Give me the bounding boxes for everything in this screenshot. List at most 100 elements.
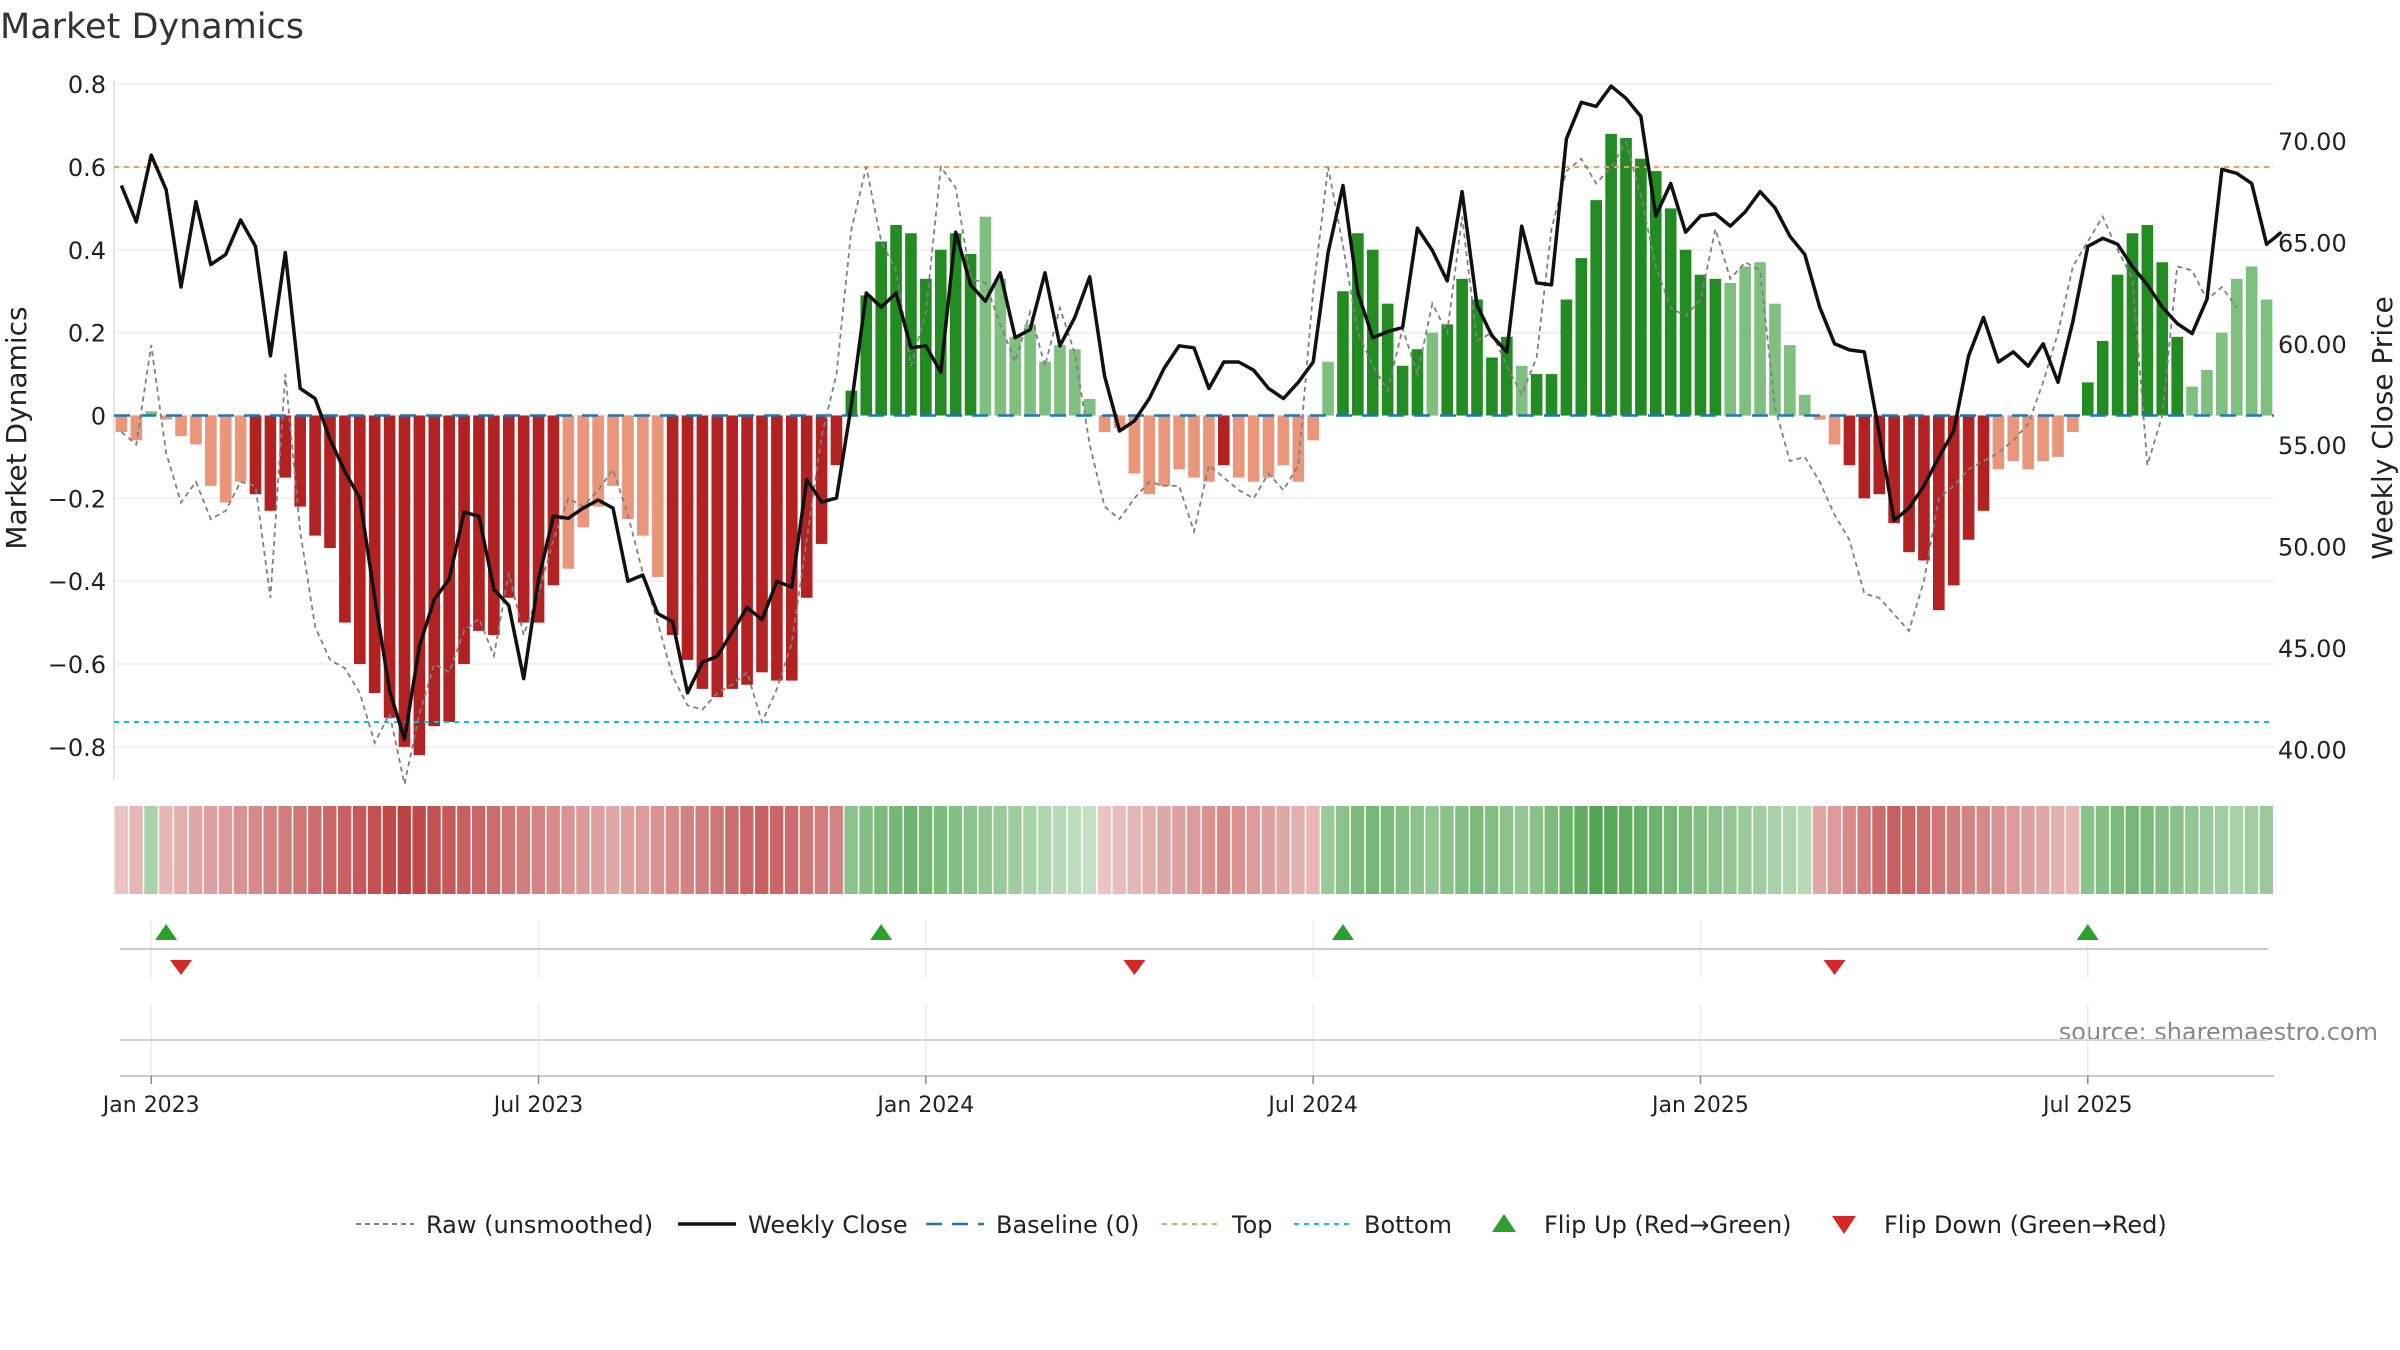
- strength-cell: [680, 806, 694, 894]
- dynamics-bars: [115, 133, 2273, 756]
- strength-cell: [889, 806, 903, 894]
- strength-cell: [1842, 806, 1856, 894]
- reference-lines: [114, 165, 2274, 724]
- dynamics-bar: [1426, 332, 1439, 416]
- x-tick-label: Jan 2023: [101, 1093, 200, 1118]
- dynamics-bar: [1337, 291, 1349, 416]
- dynamics-bar: [1798, 394, 1811, 416]
- dynamics-bar: [592, 415, 604, 507]
- dynamics-bar: [1888, 415, 1900, 524]
- y-tick-label: −0.4: [48, 568, 106, 596]
- strength-cell: [2214, 806, 2229, 894]
- strength-cell: [993, 806, 1007, 894]
- strength-cell: [1708, 806, 1722, 894]
- strength-cell: [1633, 806, 1648, 894]
- dynamics-bar: [1649, 171, 1662, 416]
- dynamics-bar: [1113, 415, 1126, 428]
- close-line-layer: [119, 84, 2283, 742]
- dynamics-bar: [1396, 365, 1409, 416]
- strength-cell: [561, 806, 575, 894]
- dynamics-bar: [2081, 382, 2094, 416]
- y2-tick-label: 45.00: [2278, 635, 2347, 663]
- dynamics-bar: [1173, 415, 1185, 470]
- strength-cell: [1455, 806, 1469, 894]
- legend: Raw (unsmoothed) Weekly Close Baseline (0)…: [356, 1211, 2167, 1239]
- strength-cell: [1723, 806, 1737, 894]
- strength-cell: [144, 806, 158, 894]
- x-tick-label: Jul 2024: [1266, 1093, 1358, 1118]
- strength-cell: [531, 806, 545, 894]
- legend-label: Flip Down (Green→Red): [1884, 1211, 2167, 1239]
- strength-cell: [665, 806, 680, 894]
- dynamics-bar: [1635, 158, 1647, 416]
- strength-cell: [1380, 806, 1395, 894]
- strength-cell: [963, 806, 977, 894]
- dynamics-bar: [1039, 361, 1051, 416]
- flip-up-marker: [155, 924, 178, 940]
- dynamics-bar: [1203, 415, 1215, 482]
- strength-cell: [1782, 806, 1797, 894]
- legend-label: Baseline (0): [996, 1211, 1139, 1239]
- strength-cell: [1157, 806, 1171, 894]
- dynamics-bar: [1441, 324, 1454, 416]
- dynamics-bar: [651, 415, 664, 578]
- strength-cell: [978, 806, 992, 894]
- strength-cell: [814, 806, 829, 894]
- dynamics-bar: [1858, 415, 1871, 499]
- strength-cell: [2170, 806, 2184, 894]
- dynamics-bar: [1873, 415, 1886, 495]
- dynamics-bar: [1694, 274, 1707, 416]
- dynamics-bar: [2126, 233, 2139, 416]
- strength-cell: [1216, 806, 1231, 894]
- y2-axis-ticks: 70.00 65.00 60.00 55.00 50.00 45.00 40.00: [2278, 128, 2347, 765]
- dynamics-bar: [622, 415, 634, 520]
- strength-cell: [1484, 806, 1499, 894]
- dynamics-bar: [1947, 415, 1960, 586]
- dynamics-bar: [1530, 374, 1543, 416]
- dynamics-bar: [353, 415, 366, 665]
- strength-cell: [1902, 806, 1916, 894]
- dynamics-bar: [1292, 415, 1305, 482]
- dynamics-bar: [517, 415, 530, 623]
- dynamics-bar: [2111, 274, 2124, 416]
- dynamics-bar: [1933, 415, 1945, 611]
- dynamics-bar: [547, 415, 560, 586]
- strength-cell: [2036, 806, 2050, 894]
- dynamics-bar: [785, 415, 798, 681]
- dynamics-bar: [1098, 415, 1111, 433]
- dynamics-bar: [1560, 299, 1573, 416]
- y-tick-label: −0.2: [48, 485, 106, 513]
- strength-cell: [1872, 806, 1886, 894]
- y2-tick-label: 55.00: [2278, 432, 2347, 460]
- dynamics-bar: [1754, 262, 1766, 416]
- dynamics-bar: [771, 415, 783, 681]
- dynamics-bar: [1545, 374, 1558, 416]
- strength-cell: [2244, 806, 2259, 894]
- strength-cell: [1067, 806, 1082, 894]
- strength-cell: [1887, 806, 1901, 894]
- dynamics-bar: [2022, 415, 2035, 470]
- dynamics-bar: [1843, 415, 1856, 466]
- dynamics-bar: [130, 415, 143, 441]
- y2-axis-label: Weekly Close Price: [2366, 296, 2399, 559]
- strength-cell: [635, 806, 650, 894]
- x-tick-label: Jul 2025: [2041, 1093, 2133, 1118]
- strength-cell: [1306, 806, 1320, 894]
- strength-cell: [1470, 806, 1484, 894]
- strength-cell: [2080, 806, 2095, 894]
- dynamics-bar: [1381, 303, 1394, 416]
- strength-cell: [1931, 806, 1946, 894]
- dynamics-bar: [294, 415, 307, 507]
- dynamics-bar: [1247, 415, 1260, 482]
- strength-cell: [1589, 806, 1603, 894]
- dynamics-bar: [2186, 386, 2198, 416]
- dynamics-bar: [2245, 266, 2258, 416]
- legend-label: Raw (unsmoothed): [426, 1211, 653, 1239]
- strength-cell: [248, 806, 262, 894]
- strength-cell: [591, 806, 605, 894]
- strength-cell: [695, 806, 709, 894]
- strength-cell: [1827, 806, 1841, 894]
- dynamics-bar: [1769, 303, 1781, 416]
- strength-cell: [859, 806, 873, 894]
- dynamics-bar: [1739, 266, 1751, 416]
